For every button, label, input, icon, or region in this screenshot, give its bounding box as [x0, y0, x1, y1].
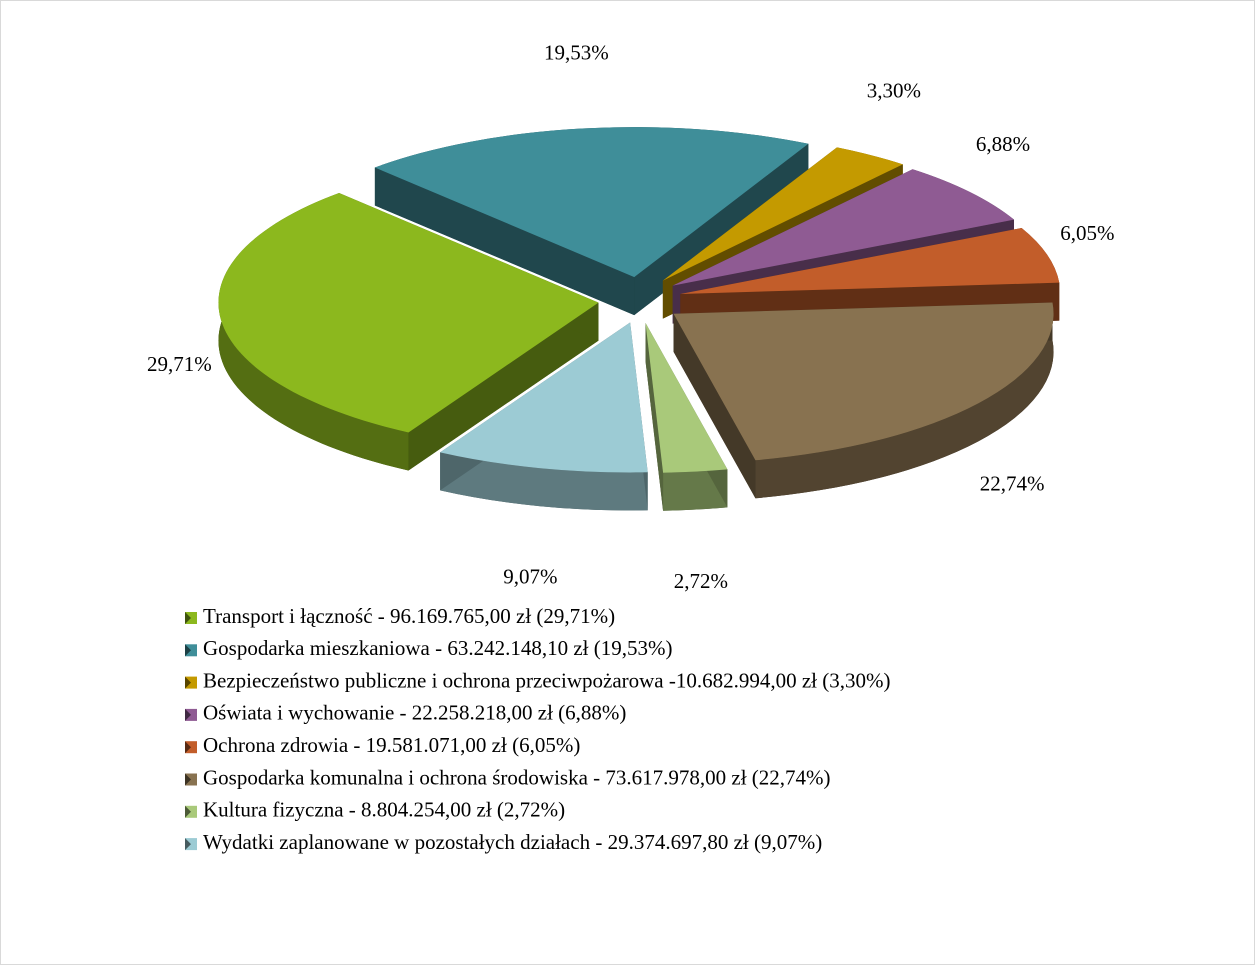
slice	[673, 302, 1054, 461]
data-label: 6,05%	[1060, 221, 1114, 245]
data-label: 22,74%	[980, 471, 1045, 495]
slice-wall	[673, 313, 756, 499]
legend-label: Ochrona zdrowia - 19.581.071,00 zł (6,05…	[203, 733, 580, 757]
legend-swatch-shade	[185, 805, 191, 818]
legend-swatch-shade	[185, 838, 191, 851]
data-label: 6,88%	[976, 132, 1030, 156]
slice-wall	[374, 167, 635, 316]
legend: Transport i łączność - 96.169.765,00 zł …	[185, 604, 891, 854]
legend-label: Transport i łączność - 96.169.765,00 zł …	[203, 604, 615, 628]
legend-swatch-shade	[185, 773, 191, 786]
legend-swatch-shade	[185, 644, 191, 657]
slice-wall	[408, 302, 599, 471]
slice	[645, 322, 728, 473]
legend-label: Wydatki zaplanowane w pozostałych działa…	[203, 830, 822, 854]
data-label: 3,30%	[867, 79, 921, 103]
legend-label: Kultura fizyczna - 8.804.254,00 zł (2,72…	[203, 798, 565, 822]
legend-label: Gospodarka komunalna i ochrona środowisk…	[203, 765, 831, 789]
slice-rim	[755, 302, 1054, 499]
slice	[218, 192, 599, 433]
legend-label: Oświata i wychowanie - 22.258.218,00 zł …	[203, 701, 626, 725]
slice	[680, 227, 1060, 294]
data-label: 19,53%	[544, 41, 609, 65]
data-label: 2,72%	[674, 569, 728, 593]
legend-label: Gospodarka mieszkaniowa - 63.242.148,10 …	[203, 636, 672, 660]
slice	[662, 147, 903, 281]
pie: 29,71% 19,53% 3,30% 6,88% 6,05% 22,74% 2,72% 9,…	[147, 41, 1114, 594]
slice-rim	[440, 452, 648, 511]
slice	[374, 127, 809, 278]
data-label: 9,07%	[503, 564, 557, 588]
data-label: 29,71%	[147, 352, 212, 376]
legend-swatch-shade	[185, 708, 191, 721]
legend-swatch-shade	[185, 612, 191, 624]
slice	[672, 169, 1015, 286]
slice-rim	[663, 469, 728, 511]
legend-swatch-shade	[185, 676, 191, 689]
legend-swatch-shade	[185, 741, 191, 754]
slice-wall	[645, 322, 664, 511]
legend-label: Bezpieczeństwo publiczne i ochrona przec…	[203, 668, 891, 692]
slice	[440, 322, 648, 473]
